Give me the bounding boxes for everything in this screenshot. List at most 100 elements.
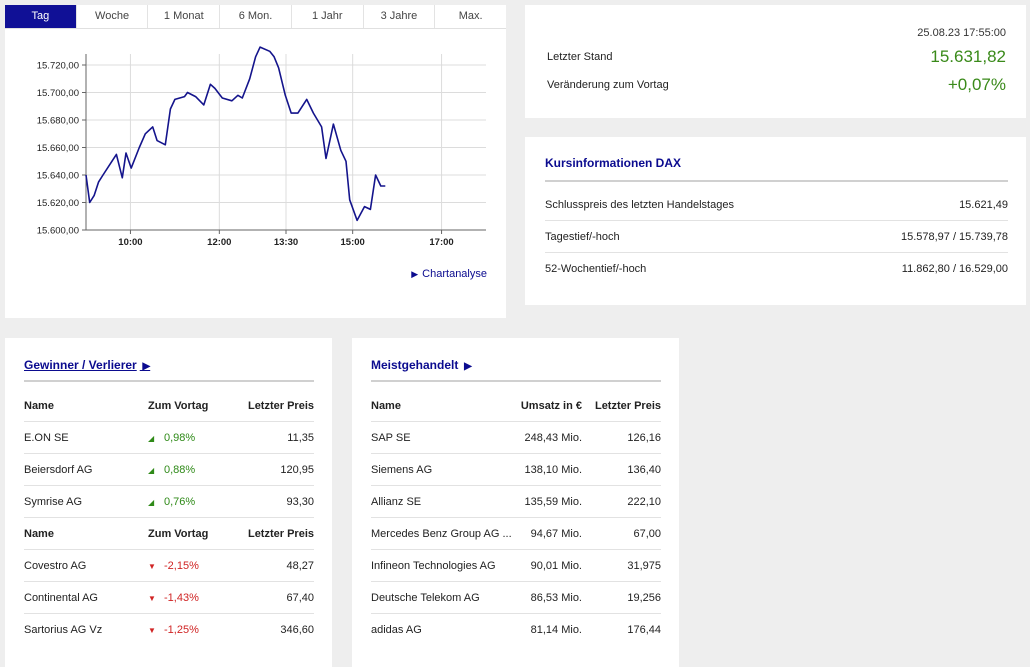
last-price: 120,95 <box>280 463 314 476</box>
stock-name: Mercedes Benz Group AG ... <box>371 527 511 540</box>
info-row-value: 15.621,49 <box>959 198 1008 211</box>
change-label: Veränderung zum Vortag <box>547 79 669 91</box>
last-price: 19,256 <box>627 591 661 604</box>
info-row-close: Schlusspreis des letzten Handelstages 15… <box>545 189 1008 221</box>
tab-tag[interactable]: Tag <box>5 5 77 28</box>
tab-max[interactable]: Max. <box>458 10 483 22</box>
change-value: -2,15% <box>164 559 199 572</box>
info-row-day-range: Tagestief/-hoch 15.578,97 / 15.739,78 <box>545 221 1008 253</box>
last-price: 126,16 <box>627 431 661 444</box>
last-value-label: Letzter Stand <box>547 51 613 63</box>
volume-value: 94,67 Mio. <box>530 527 582 540</box>
table-row[interactable]: Continental AG ▼ -1,43% 67,40 <box>24 582 314 614</box>
losers-header-row: Name Zum Vortag Letzter Preis <box>24 518 314 550</box>
col-change-header: Zum Vortag <box>148 399 209 412</box>
last-price: 67,40 <box>286 591 314 604</box>
table-row[interactable]: Siemens AG 138,10 Mio. 136,40 <box>371 454 661 486</box>
y-tick-label: 15.660,00 <box>37 143 79 154</box>
most-traded-header-row: Name Umsatz in € Letzter Preis <box>371 390 661 422</box>
col-price-header: Letzter Preis <box>594 399 661 412</box>
y-tick-label: 15.640,00 <box>37 171 79 182</box>
y-tick-label: 15.700,00 <box>37 88 79 99</box>
y-tick-label: 15.720,00 <box>37 61 79 72</box>
table-row[interactable]: adidas AG 81,14 Mio. 176,44 <box>371 614 661 646</box>
change-value: 0,76% <box>164 495 196 508</box>
last-price: 11,35 <box>287 431 314 444</box>
last-price: 346,60 <box>280 624 314 636</box>
gainers-losers-panel: Gewinner / Verlierer ▶ Name Zum Vortag L… <box>5 338 332 667</box>
last-price: 93,30 <box>286 495 314 508</box>
table-row[interactable]: Beiersdorf AG ◢ 0,88% 120,95 <box>24 454 314 486</box>
table-row[interactable]: Symrise AG ◢ 0,76% 93,30 <box>24 486 314 518</box>
x-tick-label: 13:30 <box>274 237 298 248</box>
x-tick-label: 10:00 <box>118 237 142 248</box>
last-value-row: Letzter Stand 15.631,82 <box>547 47 1006 67</box>
arrow-up-icon: ◢ <box>148 465 155 475</box>
chart-panel: Tag Woche 1 Monat 6 Mon. 1 Jahr 3 Jahre … <box>5 5 506 318</box>
divider <box>371 380 661 382</box>
most-traded-link[interactable]: Meistgehandelt ▶ <box>371 358 472 372</box>
arrow-up-icon: ◢ <box>148 497 155 507</box>
x-tick-label: 12:00 <box>207 237 231 248</box>
stock-name: Continental AG <box>24 591 98 604</box>
info-row-value: 15.578,97 / 15.739,78 <box>900 230 1008 243</box>
info-row-label: Schlusspreis des letzten Handelstages <box>545 198 734 211</box>
quote-timestamp: 25.08.23 17:55:00 <box>917 27 1006 39</box>
gainers-losers-link[interactable]: Gewinner / Verlierer ▶ <box>24 358 150 372</box>
tab-1-jahr[interactable]: 1 Jahr <box>292 5 364 28</box>
stock-name: Infineon Technologies AG <box>371 559 496 572</box>
x-tick-label: 17:00 <box>429 237 453 248</box>
volume-value: 135,59 Mio. <box>524 495 582 508</box>
info-row-label: Tagestief/-hoch <box>545 230 620 243</box>
volume-value: 138,10 Mio. <box>524 463 582 476</box>
info-row-label: 52-Wochentief/-hoch <box>545 263 647 275</box>
gainers-losers-title: Gewinner / Verlierer <box>24 358 137 372</box>
table-row[interactable]: Sartorius AG Vz ▼ -1,25% 346,60 <box>24 614 314 646</box>
change-value: 0,98% <box>164 431 196 444</box>
col-change-header: Zum Vortag <box>148 527 209 540</box>
stock-name: Deutsche Telekom AG <box>371 591 480 604</box>
triangle-right-icon: ▶ <box>139 361 151 372</box>
table-row[interactable]: Allianz SE 135,59 Mio. 222,10 <box>371 486 661 518</box>
divider <box>24 380 314 382</box>
y-tick-label: 15.600,00 <box>37 226 79 237</box>
volume-value: 90,01 Mio. <box>530 559 582 572</box>
gainers-header-row: Name Zum Vortag Letzter Preis <box>24 390 314 422</box>
table-row[interactable]: Mercedes Benz Group AG ... 94,67 Mio. 67… <box>371 518 661 550</box>
stock-name: Allianz SE <box>371 495 422 508</box>
table-row[interactable]: E.ON SE ◢ 0,98% 11,35 <box>24 422 314 454</box>
last-price: 222,10 <box>627 495 661 508</box>
quote-panel: 25.08.23 17:55:00 Letzter Stand 15.631,8… <box>525 5 1026 118</box>
info-row-value: 11.862,80 / 16.529,00 <box>901 263 1008 275</box>
change-row: Veränderung zum Vortag +0,07% <box>547 75 1006 95</box>
col-name-header: Name <box>371 399 401 412</box>
x-tick-label: 15:00 <box>341 237 365 248</box>
table-row[interactable]: Infineon Technologies AG 90,01 Mio. 31,9… <box>371 550 661 582</box>
table-row[interactable]: SAP SE 248,43 Mio. 126,16 <box>371 422 661 454</box>
table-row[interactable]: Deutsche Telekom AG 86,53 Mio. 19,256 <box>371 582 661 614</box>
stock-name: adidas AG <box>371 624 422 636</box>
chartanalyse-label: Chartanalyse <box>422 268 487 280</box>
arrow-down-icon: ▼ <box>148 561 156 571</box>
info-title: Kursinformationen DAX <box>545 156 682 170</box>
col-price-header: Letzter Preis <box>247 399 314 412</box>
last-price: 31,975 <box>627 559 661 572</box>
table-row[interactable]: Covestro AG ▼ -2,15% 48,27 <box>24 550 314 582</box>
tab-woche[interactable]: Woche <box>77 5 149 28</box>
price-series-line <box>85 46 386 222</box>
timeframe-tabs: Tag Woche 1 Monat 6 Mon. 1 Jahr 3 Jahre … <box>5 5 506 29</box>
last-price: 176,44 <box>627 624 661 636</box>
chartanalyse-link[interactable]: ▶ Chartanalyse <box>411 268 487 280</box>
triangle-right-icon: ▶ <box>411 269 419 279</box>
arrow-down-icon: ▼ <box>148 593 156 603</box>
tab-3-jahre[interactable]: 3 Jahre <box>364 5 436 28</box>
stock-name: SAP SE <box>371 431 411 444</box>
intraday-chart: 15.600,00 15.620,00 15.640,00 15.660,00 15.6… <box>37 46 486 248</box>
col-volume-header: Umsatz in € <box>520 399 582 412</box>
stock-name: Beiersdorf AG <box>24 463 93 476</box>
last-price: 136,40 <box>627 463 661 476</box>
tab-6-mon[interactable]: 6 Mon. <box>220 5 292 28</box>
volume-value: 248,43 Mio. <box>524 431 582 444</box>
tab-1-monat[interactable]: 1 Monat <box>148 5 221 28</box>
info-panel: Kursinformationen DAX Schlusspreis des l… <box>525 137 1026 305</box>
